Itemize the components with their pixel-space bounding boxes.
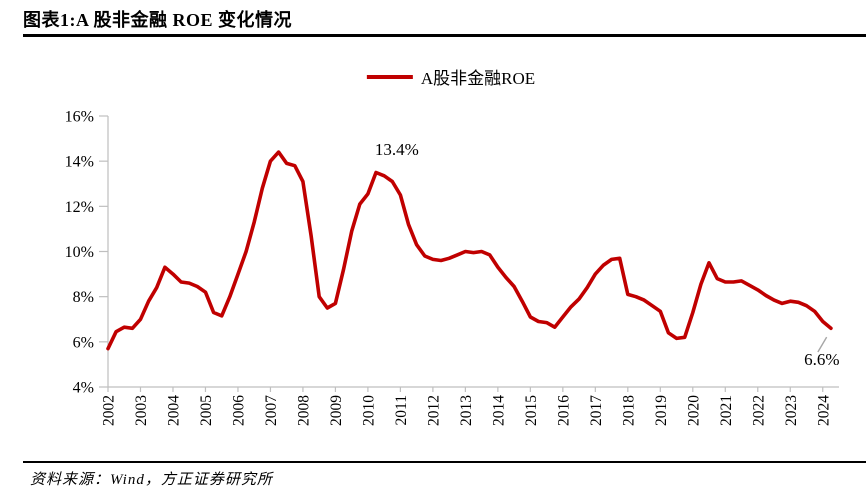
- y-axis-ticks: 4% 6% 8% 10% 12% 14% 16%: [65, 109, 108, 397]
- footer-rule: [23, 461, 866, 463]
- annotation-leader-line: [817, 336, 828, 353]
- source-note: 资料来源：Wind，方正证券研究所: [30, 472, 273, 488]
- y-tick-label: 8%: [73, 289, 94, 306]
- x-tick-label: 2003: [133, 395, 150, 426]
- figure-title: 图表1:A 股非金融 ROE 变化情况: [23, 10, 293, 30]
- y-tick-label: 14%: [65, 154, 94, 171]
- roe-line-chart: 4%6%8%10%12%14%16%2002 2003 2004 2005 2006 20…: [65, 109, 840, 427]
- y-tick-label: 10%: [65, 244, 94, 261]
- annotation-label: 6.6%: [804, 350, 839, 369]
- x-tick-label: 2021: [718, 395, 735, 426]
- x-tick-label: 2006: [230, 395, 247, 426]
- legend-label: A股非金融ROE: [420, 69, 536, 88]
- x-tick-label: 2017: [588, 395, 605, 426]
- y-tick-label: 16%: [65, 109, 94, 126]
- x-tick-label: 2009: [328, 395, 345, 426]
- x-tick-label: 2010: [360, 395, 377, 426]
- x-axis-ticks: 2002 2003 2004 2005 2006 2007 2008 2009 2010 2011…: [101, 387, 832, 426]
- x-tick-label: 2024: [815, 395, 832, 426]
- x-tick-label: 2013: [458, 395, 475, 426]
- x-tick-label: 2005: [198, 395, 215, 426]
- x-tick-label: 2008: [295, 395, 312, 426]
- x-tick-label: 2023: [783, 395, 800, 426]
- x-tick-label: 2020: [685, 395, 702, 426]
- x-tick-label: 2011: [393, 395, 410, 425]
- x-tick-label: 2002: [101, 395, 118, 426]
- x-tick-label: 2016: [555, 395, 572, 426]
- legend-line-swatch: [366, 74, 413, 79]
- chart-legend: A股非金融ROE: [366, 64, 536, 89]
- y-tick-label: 12%: [65, 199, 94, 216]
- x-tick-label: 2022: [750, 395, 767, 426]
- y-tick-label: 4%: [73, 380, 94, 397]
- y-tick-label: 6%: [73, 334, 94, 351]
- x-tick-label: 2015: [523, 395, 540, 426]
- x-tick-label: 2019: [653, 395, 670, 426]
- annotations: 13.4% 6.6%: [375, 140, 840, 369]
- x-tick-label: 2004: [165, 395, 182, 426]
- x-tick-label: 2018: [620, 395, 637, 426]
- x-tick-label: 2012: [425, 395, 442, 426]
- roe-series-line: [106, 150, 833, 351]
- annotation-label: 13.4%: [375, 140, 419, 159]
- x-tick-label: 2007: [263, 395, 280, 426]
- title-rule: [23, 34, 866, 37]
- x-tick-label: 2014: [490, 395, 507, 426]
